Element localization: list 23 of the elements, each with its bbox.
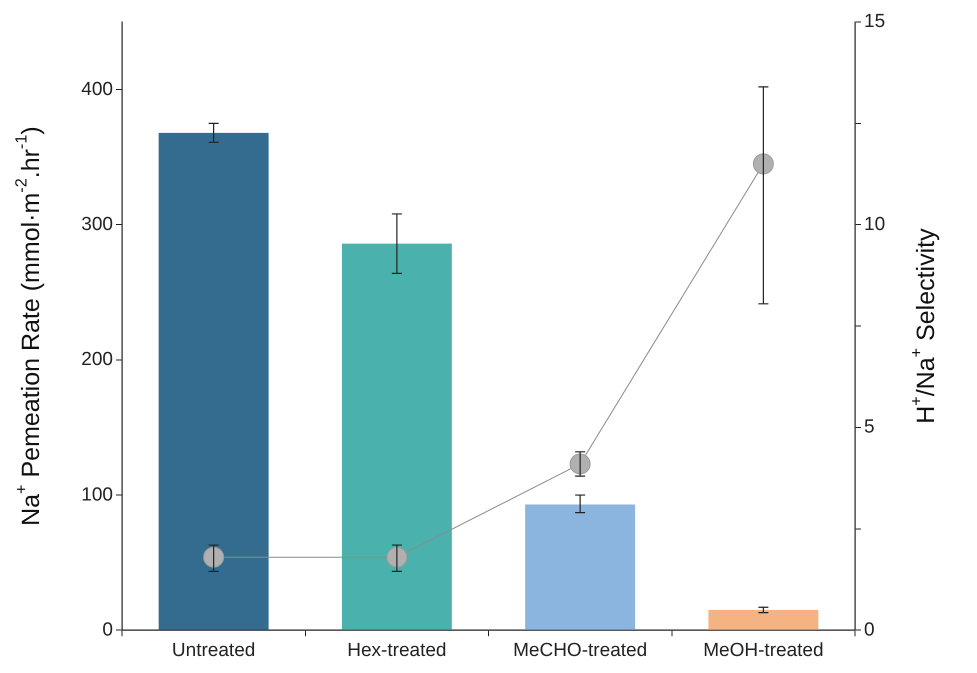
x-tick-label: MeCHO-treated xyxy=(513,640,648,661)
x-tick-label: Untreated xyxy=(172,640,256,661)
y2-tick-label: 0 xyxy=(864,619,875,640)
point xyxy=(386,546,408,568)
bar xyxy=(525,504,636,630)
bar xyxy=(158,132,269,630)
y2-tick-label: 10 xyxy=(864,214,886,235)
y-tick-label: 0 xyxy=(102,619,113,640)
y2-tick-label: 5 xyxy=(864,416,875,438)
y-tick-label: 300 xyxy=(81,214,113,235)
y-tick-label: 100 xyxy=(81,484,113,506)
point xyxy=(752,153,774,174)
x-tick-label: MeOH-treated xyxy=(703,640,824,661)
x-tick-label: Hex-treated xyxy=(347,640,447,661)
y2-tick-label: 15 xyxy=(864,11,886,32)
bar xyxy=(708,610,818,630)
point xyxy=(203,546,224,568)
y-tick-label: 200 xyxy=(81,349,113,370)
bar xyxy=(342,244,452,630)
point xyxy=(570,453,591,474)
y-tick-label: 400 xyxy=(81,78,113,100)
y2-axis-title: H+/Na+ Selectivity xyxy=(907,228,940,424)
y-axis-title: Na+ Pemeation Rate (mmol·m-2.hr-1) xyxy=(12,126,45,526)
